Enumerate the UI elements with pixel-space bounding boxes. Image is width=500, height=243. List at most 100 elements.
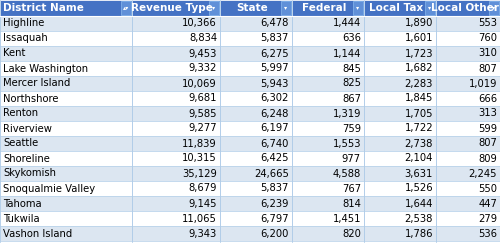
- Text: Local Other: Local Other: [431, 3, 498, 13]
- Text: 5,943: 5,943: [260, 78, 289, 88]
- Bar: [364, 121, 436, 136]
- Bar: [436, 196, 500, 211]
- Bar: [220, 106, 292, 121]
- Text: 279: 279: [478, 214, 497, 224]
- Text: 1,601: 1,601: [404, 34, 433, 43]
- Text: 6,275: 6,275: [260, 49, 289, 59]
- Bar: [220, 46, 292, 61]
- Bar: [364, 151, 436, 166]
- Text: 536: 536: [478, 228, 497, 238]
- Text: 825: 825: [342, 78, 361, 88]
- Text: Lake Washington: Lake Washington: [3, 63, 88, 73]
- Bar: [292, 151, 364, 166]
- Text: 3,631: 3,631: [404, 168, 433, 179]
- Bar: [436, 211, 500, 226]
- Text: Mercer Island: Mercer Island: [3, 78, 70, 88]
- Bar: [132, 91, 220, 106]
- Bar: [292, 166, 364, 181]
- Bar: [220, 136, 292, 151]
- Bar: [436, 166, 500, 181]
- Bar: [425, 1, 435, 15]
- Bar: [220, 166, 292, 181]
- Bar: [292, 121, 364, 136]
- Text: 11,065: 11,065: [182, 214, 217, 224]
- Text: 807: 807: [478, 139, 497, 148]
- Text: ▾: ▾: [428, 6, 432, 10]
- Text: Renton: Renton: [3, 109, 38, 119]
- Bar: [0, 0, 132, 16]
- Bar: [132, 76, 220, 91]
- Bar: [292, 16, 364, 31]
- Text: Seattle: Seattle: [3, 139, 38, 148]
- Text: Northshore: Northshore: [3, 94, 58, 104]
- Text: District Name: District Name: [3, 3, 84, 13]
- Bar: [292, 31, 364, 46]
- Text: 5,837: 5,837: [260, 183, 289, 193]
- Text: 6,740: 6,740: [260, 139, 289, 148]
- Bar: [364, 106, 436, 121]
- Text: Shoreline: Shoreline: [3, 154, 50, 164]
- Bar: [0, 16, 132, 31]
- Text: 2,245: 2,245: [468, 168, 497, 179]
- Text: 1,890: 1,890: [404, 18, 433, 28]
- Text: 6,478: 6,478: [260, 18, 289, 28]
- Bar: [132, 121, 220, 136]
- Bar: [364, 61, 436, 76]
- Text: 1,451: 1,451: [332, 214, 361, 224]
- Text: 1,553: 1,553: [332, 139, 361, 148]
- Text: 6,425: 6,425: [260, 154, 289, 164]
- Text: 9,681: 9,681: [188, 94, 217, 104]
- Text: 1,144: 1,144: [332, 49, 361, 59]
- Bar: [220, 196, 292, 211]
- Bar: [292, 46, 364, 61]
- Text: 8,834: 8,834: [189, 34, 217, 43]
- Text: 11,839: 11,839: [182, 139, 217, 148]
- Text: 1,019: 1,019: [468, 78, 497, 88]
- Text: State: State: [236, 3, 268, 13]
- Text: 1,723: 1,723: [404, 49, 433, 59]
- Bar: [364, 91, 436, 106]
- Bar: [292, 106, 364, 121]
- Bar: [364, 16, 436, 31]
- Bar: [364, 31, 436, 46]
- Bar: [436, 0, 500, 16]
- Bar: [0, 181, 132, 196]
- Text: 1,786: 1,786: [404, 228, 433, 238]
- Bar: [132, 196, 220, 211]
- Bar: [364, 136, 436, 151]
- Text: 447: 447: [478, 199, 497, 208]
- Bar: [132, 151, 220, 166]
- Text: 553: 553: [478, 18, 497, 28]
- Text: 1,682: 1,682: [404, 63, 433, 73]
- Text: 10,366: 10,366: [182, 18, 217, 28]
- Text: 2,283: 2,283: [404, 78, 433, 88]
- Bar: [292, 226, 364, 241]
- Bar: [0, 151, 132, 166]
- Text: Skykomish: Skykomish: [3, 168, 56, 179]
- Bar: [121, 1, 131, 15]
- Text: 2,738: 2,738: [404, 139, 433, 148]
- Bar: [364, 226, 436, 241]
- Bar: [292, 136, 364, 151]
- Text: 1,526: 1,526: [404, 183, 433, 193]
- Bar: [292, 91, 364, 106]
- Bar: [132, 211, 220, 226]
- Bar: [292, 61, 364, 76]
- Bar: [0, 211, 132, 226]
- Text: 5,997: 5,997: [260, 63, 289, 73]
- Text: 767: 767: [342, 183, 361, 193]
- Bar: [436, 46, 500, 61]
- Text: 6,248: 6,248: [260, 109, 289, 119]
- Text: Snoqualmie Valley: Snoqualmie Valley: [3, 183, 95, 193]
- Bar: [364, 0, 436, 16]
- Text: 9,343: 9,343: [189, 228, 217, 238]
- Bar: [0, 91, 132, 106]
- Bar: [364, 211, 436, 226]
- Bar: [220, 91, 292, 106]
- Bar: [292, 0, 364, 16]
- Bar: [0, 46, 132, 61]
- Text: 5,837: 5,837: [260, 34, 289, 43]
- Text: Revenue Type: Revenue Type: [130, 3, 212, 13]
- Text: Highline: Highline: [3, 18, 44, 28]
- Bar: [489, 1, 499, 15]
